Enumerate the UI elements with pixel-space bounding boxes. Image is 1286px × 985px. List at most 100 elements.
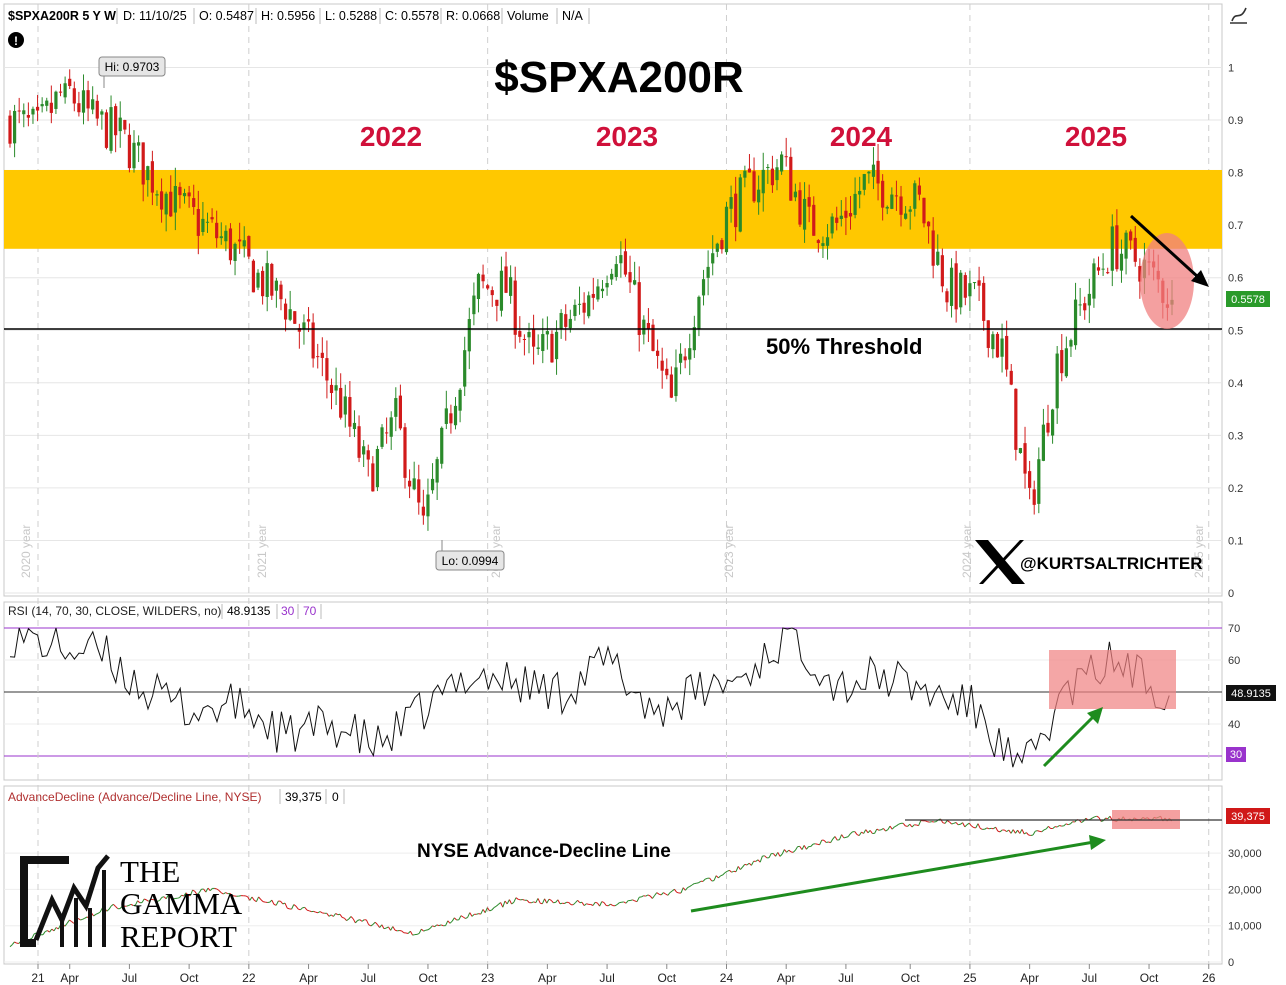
- candle: [1055, 346, 1059, 424]
- candle: [398, 384, 402, 431]
- ad-line-segment: [148, 898, 152, 902]
- rsi-header-high: 70: [303, 604, 317, 618]
- candle-body: [233, 243, 237, 261]
- ad-line-segment: [346, 918, 350, 922]
- ad-line-segment: [1096, 815, 1100, 819]
- ad-line-segment: [238, 895, 242, 897]
- candle: [201, 201, 205, 236]
- svg-text:!: !: [14, 34, 18, 48]
- candle-body: [651, 324, 655, 351]
- ad-line-segment: [80, 918, 83, 921]
- candle-body: [72, 88, 76, 104]
- ad-line-segment: [894, 825, 897, 828]
- ad-value-tag: 39,375: [1226, 808, 1270, 824]
- x-tick-label: Jul: [361, 971, 376, 985]
- candle-body: [352, 422, 357, 430]
- ad-line-segment: [801, 845, 805, 850]
- ad-line-segment: [997, 830, 1001, 833]
- ad-line-segment: [172, 898, 176, 900]
- price-tick-label: 0.7: [1228, 220, 1243, 232]
- candle: [210, 208, 214, 223]
- ad-line-segment: [918, 820, 922, 826]
- candle-body: [385, 432, 389, 434]
- candle: [68, 69, 72, 90]
- resistance-band: [4, 169, 1222, 249]
- ad-line-segment: [445, 920, 449, 926]
- candle: [821, 236, 825, 258]
- ad-line-segment: [595, 901, 598, 904]
- candle-body: [256, 272, 260, 288]
- candle-body: [628, 272, 632, 283]
- candle: [164, 191, 168, 232]
- ad-line-segment: [729, 869, 732, 873]
- x-tick-label: Jul: [838, 971, 853, 985]
- ad-line-segment: [232, 895, 235, 897]
- ad-line-segment: [865, 829, 869, 834]
- candle-body: [467, 319, 471, 352]
- ad-line-segment: [77, 917, 81, 921]
- ad-line-segment: [550, 899, 554, 904]
- candle-body: [486, 285, 490, 289]
- ad-line-segment: [515, 897, 519, 900]
- price-tick-label: 0.9: [1228, 115, 1243, 127]
- candle-body: [114, 106, 118, 136]
- alert-icon[interactable]: !: [8, 32, 24, 48]
- ad-line-segment: [493, 905, 497, 909]
- candle: [890, 187, 894, 210]
- ad-line-segment: [1041, 829, 1045, 833]
- ad-line-segment: [471, 913, 475, 917]
- ad-line-segment: [71, 921, 75, 924]
- candle-body: [743, 170, 747, 178]
- ad-tick-label: 30,000: [1228, 848, 1262, 860]
- candle: [674, 349, 678, 402]
- ad-line-segment: [651, 895, 656, 899]
- candle-body: [453, 405, 458, 426]
- ad-line-segment: [773, 853, 776, 857]
- ad-line-segment: [161, 896, 165, 898]
- ad-line-segment: [357, 919, 360, 921]
- ad-line-segment: [1030, 834, 1034, 836]
- candle-body: [1092, 263, 1096, 299]
- ad-line-segment: [379, 924, 383, 928]
- candle-body: [1018, 448, 1023, 454]
- ad-line-segment: [878, 829, 882, 831]
- candle-body: [421, 506, 425, 516]
- chart-style-icon[interactable]: [1227, 6, 1249, 26]
- x-tick-label: 26: [1202, 971, 1216, 985]
- candle-body: [81, 90, 86, 113]
- candle: [913, 180, 917, 217]
- ad-line-segment: [508, 899, 513, 905]
- candle: [1060, 334, 1064, 382]
- ad-line-segment: [942, 822, 946, 824]
- candle-body: [109, 107, 113, 151]
- ad-line-segment: [680, 887, 684, 894]
- candle: [1078, 287, 1082, 316]
- candle-body: [605, 283, 609, 288]
- rsi-30-tag: 30: [1226, 747, 1246, 762]
- ad-line-segment: [1043, 828, 1047, 831]
- candle-body: [904, 213, 908, 219]
- candle-body: [49, 102, 53, 113]
- ad-line-segment: [1052, 826, 1056, 829]
- ad-line-segment: [478, 913, 481, 915]
- ad-line-segment: [1032, 830, 1036, 836]
- candle: [127, 123, 132, 173]
- ad-line-segment: [328, 914, 332, 917]
- ad-tick-label: 20,000: [1228, 884, 1262, 896]
- ad-line-segment: [284, 902, 288, 909]
- candle-body: [187, 192, 191, 197]
- candle: [945, 288, 949, 312]
- candle-body: [407, 480, 412, 487]
- ad-up-arrow-icon: [690, 835, 1106, 913]
- x-tick-label: Apr: [538, 971, 557, 985]
- candle: [320, 337, 324, 377]
- ad-line-segment: [14, 941, 17, 944]
- candle-body: [17, 110, 21, 112]
- ad-line-segment: [898, 822, 902, 825]
- ad-line-segment: [319, 911, 323, 914]
- candle-body: [706, 266, 710, 278]
- candle-body: [894, 195, 899, 197]
- candle: [830, 213, 834, 239]
- x-tick-label: 25: [963, 971, 977, 985]
- ad-line-segment: [645, 894, 649, 897]
